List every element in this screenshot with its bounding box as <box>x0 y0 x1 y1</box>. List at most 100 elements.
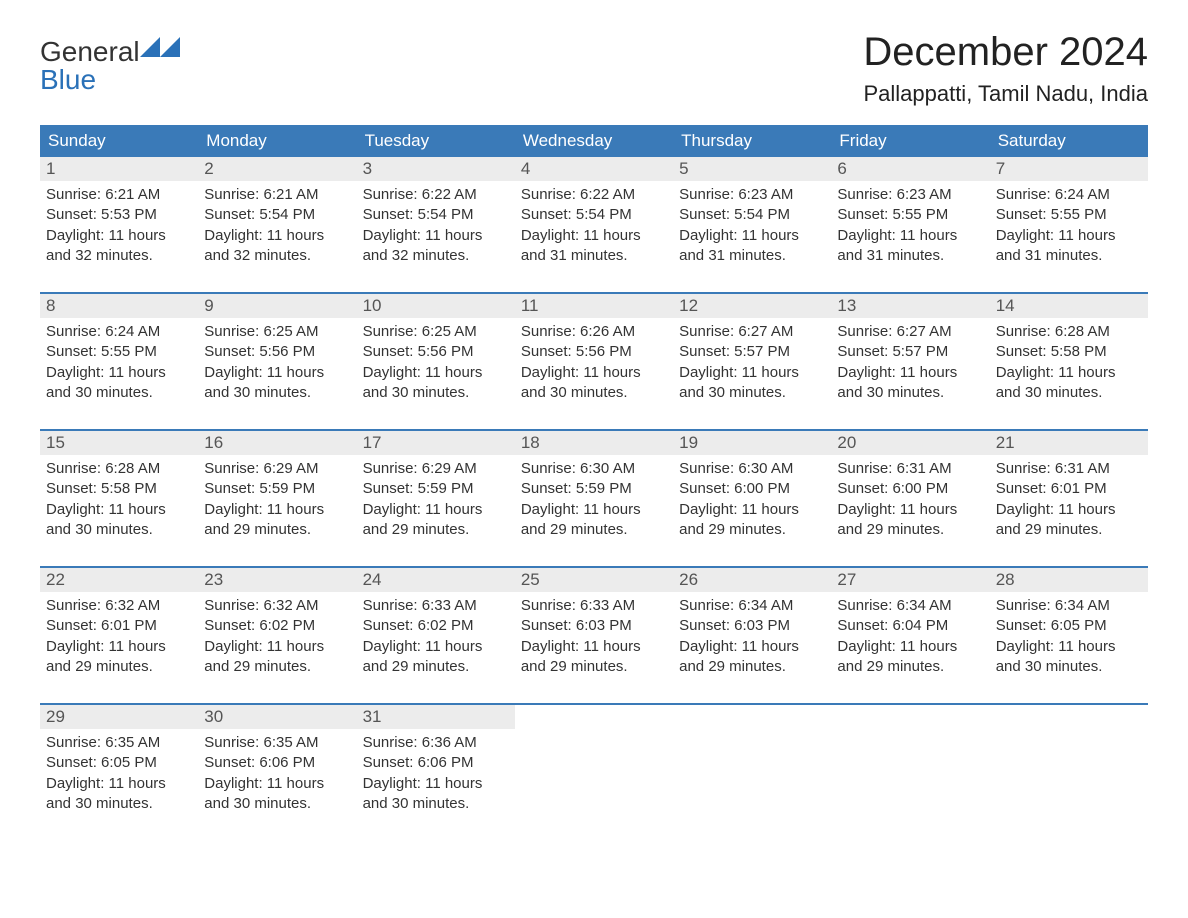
day-number: 7 <box>990 157 1148 181</box>
sunset-line: Sunset: 5:59 PM <box>204 479 350 499</box>
sunrise-line: Sunrise: 6:35 AM <box>46 733 192 753</box>
sunrise-line: Sunrise: 6:27 AM <box>837 322 983 342</box>
day-cell: 7Sunrise: 6:24 AMSunset: 5:55 PMDaylight… <box>990 157 1148 288</box>
daylight-line: Daylight: 11 hours and 32 minutes. <box>204 226 350 267</box>
day-number: 12 <box>673 294 831 318</box>
day-number: 17 <box>357 431 515 455</box>
day-details: Sunrise: 6:24 AMSunset: 5:55 PMDaylight:… <box>40 318 198 403</box>
dow-cell: Wednesday <box>515 125 673 157</box>
sunrise-line: Sunrise: 6:22 AM <box>363 185 509 205</box>
calendar-body: 1Sunrise: 6:21 AMSunset: 5:53 PMDaylight… <box>40 157 1148 836</box>
day-cell: 13Sunrise: 6:27 AMSunset: 5:57 PMDayligh… <box>831 294 989 425</box>
sunrise-line: Sunrise: 6:28 AM <box>996 322 1142 342</box>
day-number: 19 <box>673 431 831 455</box>
day-details: Sunrise: 6:32 AMSunset: 6:01 PMDaylight:… <box>40 592 198 677</box>
sunset-line: Sunset: 5:57 PM <box>679 342 825 362</box>
sunrise-line: Sunrise: 6:24 AM <box>996 185 1142 205</box>
sunset-line: Sunset: 6:04 PM <box>837 616 983 636</box>
sunrise-line: Sunrise: 6:31 AM <box>996 459 1142 479</box>
day-details: Sunrise: 6:28 AMSunset: 5:58 PMDaylight:… <box>40 455 198 540</box>
brand-logo: General Blue <box>40 30 180 94</box>
day-details: Sunrise: 6:28 AMSunset: 5:58 PMDaylight:… <box>990 318 1148 403</box>
day-cell: 1Sunrise: 6:21 AMSunset: 5:53 PMDaylight… <box>40 157 198 288</box>
day-details: Sunrise: 6:35 AMSunset: 6:05 PMDaylight:… <box>40 729 198 814</box>
sunset-line: Sunset: 5:57 PM <box>837 342 983 362</box>
sunset-line: Sunset: 5:53 PM <box>46 205 192 225</box>
sunset-line: Sunset: 6:03 PM <box>679 616 825 636</box>
day-cell: 24Sunrise: 6:33 AMSunset: 6:02 PMDayligh… <box>357 568 515 699</box>
daylight-line: Daylight: 11 hours and 31 minutes. <box>837 226 983 267</box>
daylight-line: Daylight: 11 hours and 29 minutes. <box>521 500 667 541</box>
sunrise-line: Sunrise: 6:23 AM <box>679 185 825 205</box>
sunrise-line: Sunrise: 6:29 AM <box>204 459 350 479</box>
day-number: 15 <box>40 431 198 455</box>
day-number: 23 <box>198 568 356 592</box>
daylight-line: Daylight: 11 hours and 29 minutes. <box>996 500 1142 541</box>
daylight-line: Daylight: 11 hours and 30 minutes. <box>521 363 667 404</box>
day-number: 21 <box>990 431 1148 455</box>
daylight-line: Daylight: 11 hours and 29 minutes. <box>204 500 350 541</box>
day-details: Sunrise: 6:27 AMSunset: 5:57 PMDaylight:… <box>673 318 831 403</box>
daylight-line: Daylight: 11 hours and 30 minutes. <box>46 774 192 815</box>
day-details: Sunrise: 6:21 AMSunset: 5:53 PMDaylight:… <box>40 181 198 266</box>
daylight-line: Daylight: 11 hours and 29 minutes. <box>204 637 350 678</box>
daylight-line: Daylight: 11 hours and 30 minutes. <box>204 774 350 815</box>
sunrise-line: Sunrise: 6:26 AM <box>521 322 667 342</box>
daylight-line: Daylight: 11 hours and 29 minutes. <box>837 500 983 541</box>
daylight-line: Daylight: 11 hours and 29 minutes. <box>46 637 192 678</box>
day-cell: 30Sunrise: 6:35 AMSunset: 6:06 PMDayligh… <box>198 705 356 836</box>
sunrise-line: Sunrise: 6:21 AM <box>204 185 350 205</box>
day-details: Sunrise: 6:25 AMSunset: 5:56 PMDaylight:… <box>198 318 356 403</box>
day-details: Sunrise: 6:27 AMSunset: 5:57 PMDaylight:… <box>831 318 989 403</box>
day-of-week-header: SundayMondayTuesdayWednesdayThursdayFrid… <box>40 125 1148 157</box>
sunset-line: Sunset: 5:56 PM <box>363 342 509 362</box>
sunrise-line: Sunrise: 6:30 AM <box>521 459 667 479</box>
day-details: Sunrise: 6:24 AMSunset: 5:55 PMDaylight:… <box>990 181 1148 266</box>
sunset-line: Sunset: 5:56 PM <box>204 342 350 362</box>
day-details: Sunrise: 6:31 AMSunset: 6:01 PMDaylight:… <box>990 455 1148 540</box>
day-details: Sunrise: 6:22 AMSunset: 5:54 PMDaylight:… <box>357 181 515 266</box>
daylight-line: Daylight: 11 hours and 29 minutes. <box>679 637 825 678</box>
day-cell <box>515 705 673 836</box>
sunrise-line: Sunrise: 6:31 AM <box>837 459 983 479</box>
daylight-line: Daylight: 11 hours and 30 minutes. <box>204 363 350 404</box>
sunset-line: Sunset: 5:58 PM <box>46 479 192 499</box>
day-details: Sunrise: 6:33 AMSunset: 6:02 PMDaylight:… <box>357 592 515 677</box>
day-number: 11 <box>515 294 673 318</box>
sunset-line: Sunset: 5:55 PM <box>46 342 192 362</box>
day-number: 6 <box>831 157 989 181</box>
day-cell: 28Sunrise: 6:34 AMSunset: 6:05 PMDayligh… <box>990 568 1148 699</box>
day-cell: 27Sunrise: 6:34 AMSunset: 6:04 PMDayligh… <box>831 568 989 699</box>
sunrise-line: Sunrise: 6:30 AM <box>679 459 825 479</box>
sunset-line: Sunset: 5:55 PM <box>837 205 983 225</box>
day-cell: 15Sunrise: 6:28 AMSunset: 5:58 PMDayligh… <box>40 431 198 562</box>
sunrise-line: Sunrise: 6:22 AM <box>521 185 667 205</box>
sunrise-line: Sunrise: 6:34 AM <box>679 596 825 616</box>
day-number: 27 <box>831 568 989 592</box>
day-number: 9 <box>198 294 356 318</box>
sunset-line: Sunset: 6:06 PM <box>204 753 350 773</box>
day-number: 30 <box>198 705 356 729</box>
day-number: 22 <box>40 568 198 592</box>
sunrise-line: Sunrise: 6:36 AM <box>363 733 509 753</box>
day-cell: 21Sunrise: 6:31 AMSunset: 6:01 PMDayligh… <box>990 431 1148 562</box>
sunset-line: Sunset: 5:55 PM <box>996 205 1142 225</box>
sunrise-line: Sunrise: 6:33 AM <box>363 596 509 616</box>
day-details: Sunrise: 6:32 AMSunset: 6:02 PMDaylight:… <box>198 592 356 677</box>
sunset-line: Sunset: 6:00 PM <box>679 479 825 499</box>
sunset-line: Sunset: 6:05 PM <box>46 753 192 773</box>
day-cell: 11Sunrise: 6:26 AMSunset: 5:56 PMDayligh… <box>515 294 673 425</box>
sunset-line: Sunset: 6:06 PM <box>363 753 509 773</box>
day-cell: 22Sunrise: 6:32 AMSunset: 6:01 PMDayligh… <box>40 568 198 699</box>
sunrise-line: Sunrise: 6:34 AM <box>996 596 1142 616</box>
header: General Blue December 2024 Pallappatti, … <box>40 30 1148 119</box>
title-block: December 2024 Pallappatti, Tamil Nadu, I… <box>863 30 1148 119</box>
day-number: 1 <box>40 157 198 181</box>
brand-word2: Blue <box>40 64 96 95</box>
day-number <box>990 705 1148 729</box>
sunset-line: Sunset: 6:01 PM <box>996 479 1142 499</box>
day-number <box>673 705 831 729</box>
day-details: Sunrise: 6:23 AMSunset: 5:54 PMDaylight:… <box>673 181 831 266</box>
daylight-line: Daylight: 11 hours and 32 minutes. <box>363 226 509 267</box>
day-details: Sunrise: 6:29 AMSunset: 5:59 PMDaylight:… <box>198 455 356 540</box>
